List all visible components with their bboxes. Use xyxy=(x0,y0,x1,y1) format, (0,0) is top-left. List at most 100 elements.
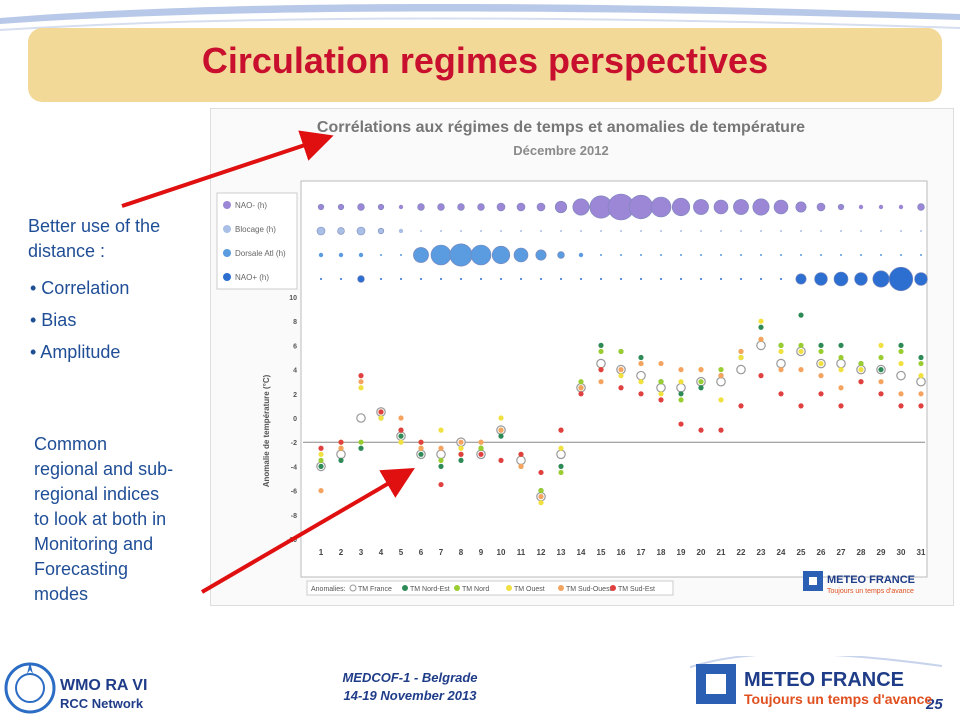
regime-bubble xyxy=(898,204,904,210)
regime-bubble xyxy=(660,254,662,256)
text-common-line6: Forecasting xyxy=(34,559,129,579)
regime-bubble xyxy=(400,278,402,280)
text-common-line5: Monitoring and xyxy=(34,534,154,554)
anomaly-point xyxy=(898,342,904,348)
regime-bubble xyxy=(600,278,602,280)
regime-bubble xyxy=(720,254,722,256)
anomaly-point xyxy=(738,354,744,361)
regime-bubble xyxy=(580,278,582,280)
x-tick-label: 15 xyxy=(597,548,606,557)
anomaly-point xyxy=(658,397,664,403)
regime-bubble xyxy=(398,228,404,234)
regime-bubble xyxy=(888,266,914,292)
regime-bubble xyxy=(700,230,702,232)
anomaly-point xyxy=(358,445,364,451)
figure-meteo-france-logo: METEO FRANCE Toujours un temps d'avance xyxy=(803,571,915,595)
bullet-bias: • Bias xyxy=(30,310,77,330)
anomaly-point xyxy=(838,354,844,361)
x-tick-label: 30 xyxy=(897,548,906,557)
anomaly-point xyxy=(438,481,444,488)
regime-bubble xyxy=(398,204,404,210)
anomaly-point xyxy=(618,348,624,355)
anomaly-point xyxy=(336,449,346,460)
x-tick-label: 10 xyxy=(497,548,506,557)
regime-bubble xyxy=(536,202,546,212)
anomaly-point xyxy=(698,367,704,373)
bullet-amplitude: • Amplitude xyxy=(30,342,121,362)
title-bar xyxy=(28,28,942,102)
anomaly-point xyxy=(758,324,764,330)
regime-legend-marker xyxy=(223,225,231,233)
regime-bubble xyxy=(480,230,482,232)
anomaly-point xyxy=(598,367,604,373)
anomaly-point xyxy=(558,463,564,469)
anomaly-point xyxy=(418,451,424,457)
anomaly-point xyxy=(318,457,324,463)
anomaly-point xyxy=(798,348,804,355)
regime-bubble xyxy=(520,278,522,280)
regime-bubble xyxy=(833,271,849,287)
regime-bubble xyxy=(840,230,842,232)
x-tick-label: 31 xyxy=(917,548,926,557)
regime-bubble xyxy=(560,278,562,280)
anomaly-point xyxy=(398,427,404,433)
anomaly-point xyxy=(318,451,324,457)
regime-bubble xyxy=(920,254,922,256)
anomaly-point xyxy=(438,457,444,463)
regime-bubble xyxy=(860,230,862,232)
anomaly-point xyxy=(338,445,344,451)
anomaly-point xyxy=(318,463,324,469)
regime-bubble xyxy=(820,254,822,256)
anomaly-legend-marker xyxy=(454,585,460,591)
regime-bubble xyxy=(650,196,672,218)
text-better-use: Better use of the distance : xyxy=(28,214,160,264)
regime-bubble xyxy=(840,254,842,256)
chart-figure: Corrélations aux régimes de temps et ano… xyxy=(210,108,954,606)
anomaly-point xyxy=(658,360,664,367)
anomaly-point xyxy=(818,391,824,397)
anomaly-point xyxy=(698,427,704,433)
x-tick-label: 28 xyxy=(857,548,866,557)
wmo-line1: WMO RA VI xyxy=(60,677,147,694)
regime-legend-marker xyxy=(223,249,231,257)
x-tick-label: 4 xyxy=(379,548,384,557)
x-tick-label: 22 xyxy=(737,548,746,557)
anomaly-legend-label: TM Sud-Ouest xyxy=(566,586,612,593)
y-tick-label: -8 xyxy=(291,513,297,520)
x-tick-label: 8 xyxy=(459,548,464,557)
regime-bubble xyxy=(460,278,462,280)
regime-bubble xyxy=(337,227,345,235)
regime-bubble xyxy=(837,203,845,211)
anomaly-point xyxy=(918,391,924,397)
regime-bubble xyxy=(554,200,568,214)
regime-legend-label: NAO- (h) xyxy=(235,201,267,210)
anomaly-point xyxy=(678,421,684,427)
anomaly-point xyxy=(836,358,846,369)
y-tick-label: -6 xyxy=(291,489,297,496)
anomaly-point xyxy=(858,367,864,373)
regime-legend-marker xyxy=(223,273,231,281)
y-tick-label: 8 xyxy=(293,319,297,326)
anomaly-point xyxy=(716,376,726,387)
regime-bubble xyxy=(449,243,473,267)
anomaly-point xyxy=(558,427,564,433)
regime-bubble xyxy=(880,230,882,232)
regime-legend-label: NAO+ (h) xyxy=(235,273,269,282)
anomaly-point xyxy=(918,360,924,367)
regime-bubble xyxy=(535,249,547,261)
regime-bubble xyxy=(500,230,502,232)
anomaly-point xyxy=(878,391,884,397)
regime-bubble xyxy=(496,202,506,212)
regime-bubble xyxy=(878,204,884,210)
meteo-france-logo: METEO FRANCE Toujours un temps d'avance xyxy=(690,656,942,707)
anomaly-point xyxy=(418,445,424,451)
anomaly-point xyxy=(498,427,504,433)
anomaly-point xyxy=(918,373,924,379)
anomaly-point xyxy=(478,445,484,451)
anomaly-point xyxy=(358,373,364,379)
y-tick-label: -10 xyxy=(287,537,297,544)
anomaly-point xyxy=(578,391,584,397)
regime-bubble xyxy=(557,251,565,259)
x-tick-label: 17 xyxy=(637,548,646,557)
anomaly-point xyxy=(618,367,624,373)
